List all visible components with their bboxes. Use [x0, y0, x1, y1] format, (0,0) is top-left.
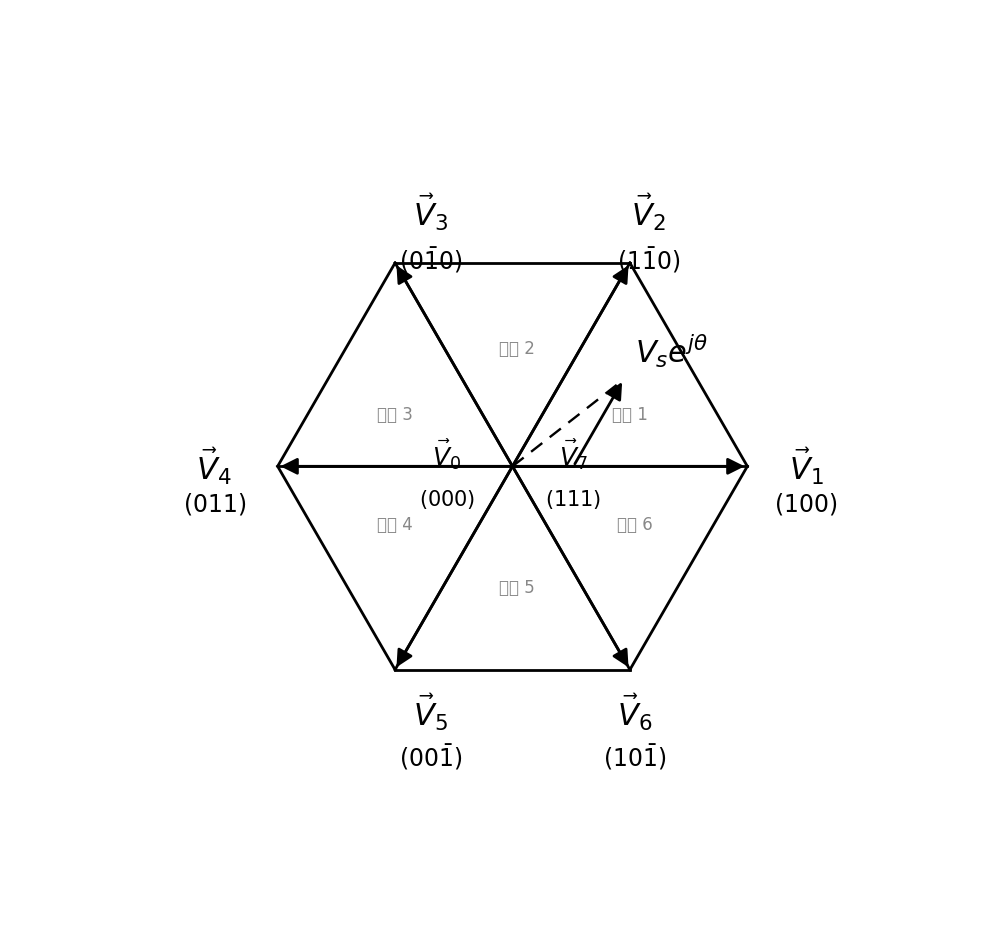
Text: $\vec{V}_0$: $\vec{V}_0$	[432, 438, 461, 471]
Text: $\vec{V}_7$: $\vec{V}_7$	[559, 438, 588, 471]
Text: 扇区 5: 扇区 5	[499, 580, 535, 597]
Text: 扇区 4: 扇区 4	[377, 516, 413, 534]
Text: $\vec{V}_6$: $\vec{V}_6$	[617, 692, 652, 733]
Text: $(100)$: $(100)$	[774, 491, 838, 517]
Text: $(1\bar{1}0)$: $(1\bar{1}0)$	[617, 245, 680, 275]
Text: $\vec{V}_1$: $\vec{V}_1$	[789, 446, 823, 487]
Text: $\vec{V}_2$: $\vec{V}_2$	[631, 192, 666, 233]
Text: $\vec{V}_4$: $\vec{V}_4$	[196, 446, 232, 487]
Text: $\vec{V}_3$: $\vec{V}_3$	[413, 192, 448, 233]
Text: 扇区 1: 扇区 1	[612, 406, 648, 424]
Text: $(00\bar{1})$: $(00\bar{1})$	[399, 742, 462, 772]
Text: $(000)$: $(000)$	[419, 488, 475, 511]
Text: $V_s e^{j\theta}$: $V_s e^{j\theta}$	[635, 332, 709, 370]
Text: $\vec{V}_5$: $\vec{V}_5$	[413, 692, 448, 733]
Text: $(111)$: $(111)$	[545, 488, 602, 511]
Text: 扇区 6: 扇区 6	[617, 516, 652, 534]
Text: $(011)$: $(011)$	[183, 491, 246, 517]
Text: $(10\bar{1})$: $(10\bar{1})$	[603, 742, 666, 772]
Text: $(0\bar{1}0)$: $(0\bar{1}0)$	[399, 245, 462, 275]
Text: 扇区 2: 扇区 2	[499, 340, 535, 358]
Text: 扇区 3: 扇区 3	[377, 406, 413, 424]
